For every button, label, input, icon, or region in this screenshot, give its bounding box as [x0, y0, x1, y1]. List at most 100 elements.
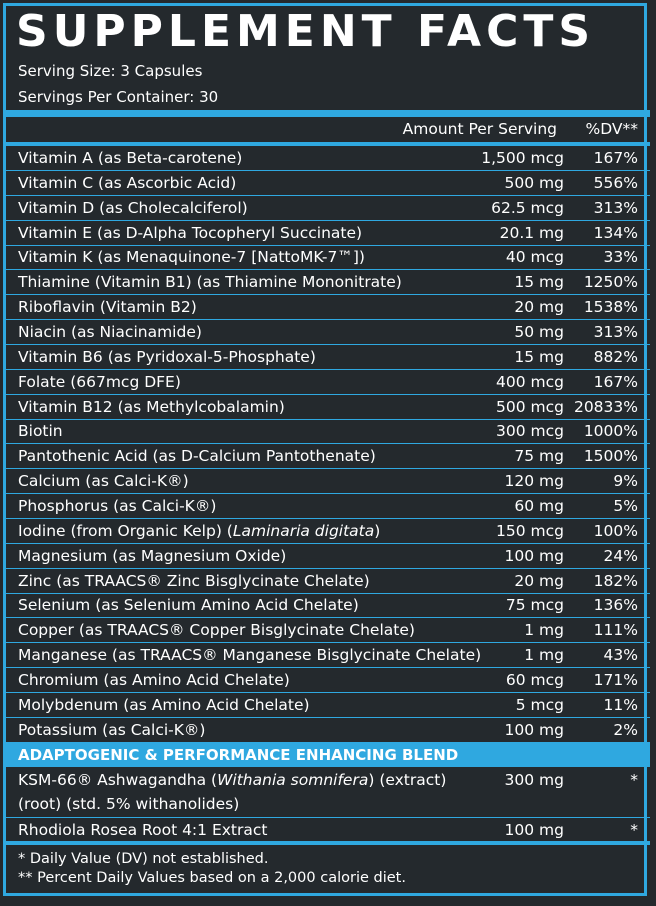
nutrient-amount: 150 mcg [496, 521, 564, 540]
nutrient-name: Magnesium (as Magnesium Oxide) [18, 546, 287, 565]
nutrient-row: Vitamin A (as Beta-carotene) 1,500 mcg 167… [6, 146, 650, 171]
blend-item-amount: 100 mg [504, 821, 564, 839]
nutrient-row: Potassium (as Calci-K®) 100 mg 2% [6, 718, 650, 743]
nutrient-dv: 182% [593, 571, 638, 590]
nutrient-name: Vitamin B6 (as Pyridoxal-5-Phosphate) [18, 347, 316, 366]
nutrient-name: Zinc (as TRAACS® Zinc Bisglycinate Chela… [18, 571, 370, 590]
nutrient-row: Niacin (as Niacinamide) 50 mg 313% [6, 320, 650, 345]
blend-item-dv: * [630, 821, 638, 839]
nutrient-dv: 134% [593, 223, 638, 242]
nutrient-row: Vitamin B6 (as Pyridoxal-5-Phosphate) 15 … [6, 345, 650, 370]
nutrient-name: Iodine (from Organic Kelp) (Laminaria di… [18, 521, 381, 540]
nutrient-row: Vitamin E (as D-Alpha Tocopheryl Succina… [6, 221, 650, 246]
nutrient-name: Chromium (as Amino Acid Chelate) [18, 670, 290, 689]
nutrient-row: Vitamin C (as Ascorbic Acid) 500 mg 556% [6, 171, 650, 196]
nutrient-amount: 300 mcg [496, 422, 564, 441]
nutrient-row: Calcium (as Calci-K®) 120 mg 9% [6, 469, 650, 495]
nutrient-row: Folate (667mcg DFE) 400 mcg 167% [6, 370, 650, 395]
servings-per-container: Servings Per Container: 30 [18, 88, 219, 106]
footnote-calorie-diet: ** Percent Daily Values based on a 2,000… [18, 870, 406, 886]
nutrient-name: Potassium (as Calci-K®) [18, 720, 206, 739]
nutrient-amount: 20.1 mg [499, 223, 564, 242]
nutrient-dv: 1000% [583, 422, 638, 441]
nutrient-dv: 33% [603, 248, 638, 267]
nutrient-name: Vitamin D (as Cholecalciferol) [18, 198, 248, 217]
nutrient-name: Thiamine (Vitamin B1) (as Thiamine Monon… [18, 273, 402, 292]
nutrient-dv: 5% [613, 496, 638, 515]
nutrient-dv: 171% [593, 670, 638, 689]
nutrient-row: Thiamine (Vitamin B1) (as Thiamine Monon… [6, 270, 650, 296]
nutrient-name: Calcium (as Calci-K®) [18, 472, 189, 491]
blend-title: ADAPTOGENIC & PERFORMANCE ENHANCING BLEN… [18, 746, 459, 764]
nutrient-amount: 1 mg [524, 646, 564, 664]
nutrient-amount: 60 mg [514, 496, 564, 515]
nutrient-row: Molybdenum (as Amino Acid Chelate) 5 mcg 1… [6, 693, 650, 718]
nutrient-dv: 167% [593, 149, 638, 167]
nutrient-row: Zinc (as TRAACS® Zinc Bisglycinate Chela… [6, 569, 650, 594]
blend-item-name: KSM-66® Ashwagandha (Withania somnifera)… [18, 768, 446, 816]
nutrient-row: Vitamin D (as Cholecalciferol) 62.5 mcg 31… [6, 196, 650, 221]
nutrient-row: Biotin 300 mcg 1000% [6, 419, 650, 445]
nutrient-amount: 62.5 mcg [491, 198, 564, 217]
blend-row: Rhodiola Rosea Root 4:1 Extract 100 mg * [6, 818, 650, 845]
nutrient-name: Vitamin B12 (as Methylcobalamin) [18, 397, 285, 416]
nutrient-amount: 400 mcg [496, 372, 564, 391]
nutrient-amount: 500 mcg [496, 397, 564, 416]
nutrient-amount: 100 mg [504, 546, 564, 565]
nutrient-amount: 1,500 mcg [481, 149, 564, 167]
nutrient-dv: 313% [593, 198, 638, 217]
nutrient-row: Pantothenic Acid (as D-Calcium Pantothen… [6, 444, 650, 470]
nutrient-amount: 75 mg [514, 447, 564, 466]
nutrient-dv: 9% [613, 472, 638, 491]
nutrient-amount: 15 mg [514, 347, 564, 366]
header-dv: %DV** [585, 120, 639, 138]
nutrient-dv: 43% [603, 646, 638, 664]
nutrient-amount: 15 mg [514, 273, 564, 292]
nutrient-name: Phosphorus (as Calci-K®) [18, 496, 217, 515]
nutrient-name: Selenium (as Selenium Amino Acid Chelate… [18, 596, 359, 615]
blend-item-name-line2: (root) (std. 5% withanolides) [18, 795, 240, 813]
nutrient-name: Pantothenic Acid (as D-Calcium Pantothen… [18, 447, 376, 466]
nutrient-name: Vitamin A (as Beta-carotene) [18, 149, 243, 167]
nutrient-amount: 50 mg [514, 323, 564, 341]
nutrient-amount: 500 mg [504, 173, 564, 192]
nutrient-amount: 5 mcg [515, 695, 564, 714]
nutrient-row: Chromium (as Amino Acid Chelate) 60 mcg 17… [6, 668, 650, 693]
nutrient-name: Vitamin K (as Menaquinone-7 [NattoMK-7™]… [18, 248, 365, 267]
nutrient-row: Phosphorus (as Calci-K®) 60 mg 5% [6, 494, 650, 519]
nutrient-row: Magnesium (as Magnesium Oxide) 100 mg 24% [6, 544, 650, 569]
nutrient-amount: 20 mg [514, 571, 564, 590]
nutrient-name: Riboflavin (Vitamin B2) [18, 298, 197, 317]
blend-header: ADAPTOGENIC & PERFORMANCE ENHANCING BLEN… [6, 743, 650, 767]
nutrient-row: Copper (as TRAACS® Copper Bisglycinate C… [6, 618, 650, 644]
nutrient-amount: 60 mcg [505, 670, 564, 689]
nutrient-row: Manganese (as TRAACS® Manganese Bisglyci… [6, 643, 650, 668]
nutrient-amount: 1 mg [524, 621, 564, 640]
nutrient-row: Iodine (from Organic Kelp) (Laminaria di… [6, 519, 650, 544]
nutrient-amount: 40 mcg [505, 248, 564, 267]
header-divider [6, 142, 650, 146]
nutrient-amount: 20 mg [514, 298, 564, 317]
nutrient-dv: 100% [593, 521, 638, 540]
nutrient-amount: 100 mg [504, 720, 564, 739]
nutrient-dv: 2% [613, 720, 638, 739]
nutrient-name: Vitamin E (as D-Alpha Tocopheryl Succina… [18, 223, 363, 242]
nutrient-dv: 1250% [583, 273, 638, 292]
nutrient-row: Selenium (as Selenium Amino Acid Chelate… [6, 593, 650, 619]
footnote-dv-not-established: * Daily Value (DV) not established. [18, 851, 269, 867]
nutrient-dv: 1538% [583, 298, 638, 317]
nutrient-dv: 313% [593, 323, 638, 341]
nutrient-dv: 882% [593, 347, 638, 366]
blend-item-name-line1: KSM-66® Ashwagandha (Withania somnifera)… [18, 771, 447, 789]
nutrient-name: Copper (as TRAACS® Copper Bisglycinate C… [18, 621, 415, 640]
blend-item-name: Rhodiola Rosea Root 4:1 Extract [18, 821, 268, 839]
nutrient-dv: 556% [593, 173, 638, 192]
nutrient-row: Vitamin K (as Menaquinone-7 [NattoMK-7™]… [6, 245, 650, 271]
nutrient-dv: 136% [593, 596, 638, 615]
serving-size: Serving Size: 3 Capsules [18, 62, 203, 80]
nutrient-dv: 167% [593, 372, 638, 391]
nutrient-name: Folate (667mcg DFE) [18, 372, 181, 391]
nutrient-dv: 24% [603, 546, 638, 565]
nutrient-dv: 11% [603, 695, 638, 714]
nutrient-amount: 120 mg [504, 472, 564, 491]
